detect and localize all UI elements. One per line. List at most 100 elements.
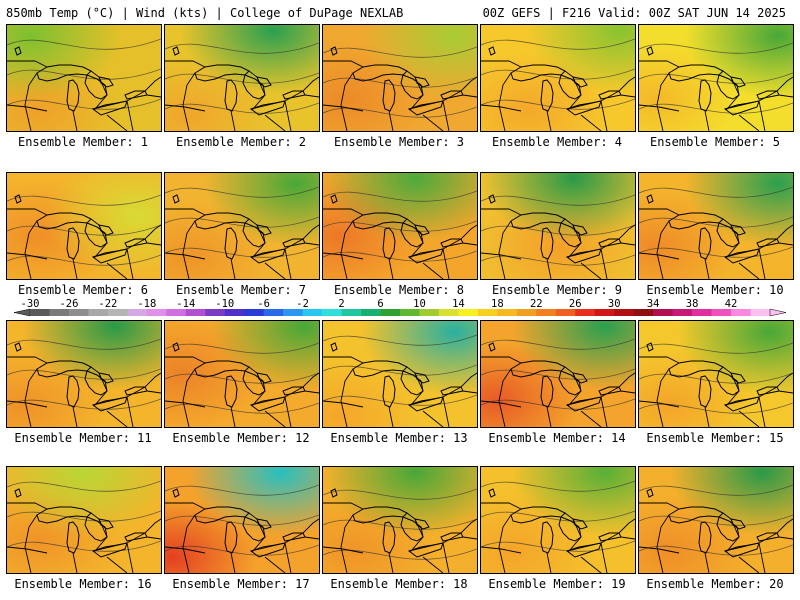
- colorbar-swatch: [575, 309, 596, 316]
- temperature-field: [7, 173, 161, 279]
- colorbar-tick-label: 2: [338, 299, 344, 310]
- ensemble-member-map-17: [164, 466, 320, 574]
- colorbar-swatch: [711, 309, 732, 316]
- colorbar-swatch: [107, 309, 128, 316]
- colorbar-tick-label: 6: [377, 299, 383, 310]
- ensemble-member-label: Ensemble Member: 4: [491, 135, 623, 149]
- colorbar-min-arrow: [13, 308, 31, 317]
- ensemble-member-map-7: [164, 172, 320, 280]
- ensemble-member-label: Ensemble Member: 12: [172, 431, 310, 445]
- ensemble-member-map-20: [638, 466, 794, 574]
- colorbar-tick-label: 34: [647, 299, 660, 310]
- temperature-field: [639, 467, 793, 573]
- colorbar-swatch: [205, 309, 226, 316]
- temperature-field: [639, 25, 793, 131]
- ensemble-member-map-16: [6, 466, 162, 574]
- colorbar-swatch: [380, 309, 401, 316]
- colorbar-tick-label: 42: [725, 299, 738, 310]
- ensemble-member-map-9: [480, 172, 636, 280]
- ensemble-member-label: Ensemble Member: 1: [17, 135, 149, 149]
- colorbar-swatch: [438, 309, 459, 316]
- colorbar-swatch: [555, 309, 576, 316]
- colorbar-swatch: [341, 309, 362, 316]
- colorbar-swatch: [263, 309, 284, 316]
- temperature-field: [165, 467, 319, 573]
- temperature-field: [323, 173, 477, 279]
- ensemble-member-label: Ensemble Member: 8: [333, 283, 465, 297]
- ensemble-member-label: Ensemble Member: 7: [175, 283, 307, 297]
- ensemble-member-label: Ensemble Member: 13: [330, 431, 468, 445]
- colorbar-swatch: [68, 309, 89, 316]
- temperature-field: [165, 321, 319, 427]
- colorbar-swatch: [594, 309, 615, 316]
- colorbar-tick-label: -22: [98, 299, 117, 310]
- colorbar-tick-label: 30: [608, 299, 621, 310]
- ensemble-member-label: Ensemble Member: 18: [330, 577, 468, 591]
- temperature-field: [481, 25, 635, 131]
- ensemble-member-map-14: [480, 320, 636, 428]
- colorbar-tick-label: 18: [491, 299, 504, 310]
- temperature-colorbar: -30 -26 -22 -18 -14 -10 -6 -2 2 6 10 14 18 22 26 30 34 38…: [10, 299, 790, 319]
- colorbar-swatch: [692, 309, 712, 316]
- ensemble-member-map-6: [6, 172, 162, 280]
- ensemble-member-label: Ensemble Member: 6: [17, 283, 149, 297]
- colorbar-swatch: [633, 309, 654, 316]
- ensemble-member-label: Ensemble Member: 9: [491, 283, 623, 297]
- ensemble-member-label: Ensemble Member: 3: [333, 135, 465, 149]
- temperature-field: [7, 25, 161, 131]
- map-title: 850mb Temp (°C) | Wind (kts) | College o…: [6, 6, 404, 20]
- ensemble-member-map-8: [322, 172, 478, 280]
- colorbar-swatch: [283, 309, 303, 316]
- colorbar-swatch: [302, 309, 323, 316]
- colorbar-swatch: [322, 309, 342, 316]
- temperature-field: [7, 467, 161, 573]
- temperature-field: [165, 173, 319, 279]
- colorbar-swatch: [458, 309, 479, 316]
- ensemble-member-label: Ensemble Member: 5: [649, 135, 781, 149]
- colorbar-swatch: [146, 309, 167, 316]
- ensemble-member-label: Ensemble Member: 17: [172, 577, 310, 591]
- colorbar-tick-label: 10: [413, 299, 426, 310]
- temperature-field: [165, 25, 319, 131]
- colorbar-tick-label: -6: [257, 299, 270, 310]
- ensemble-member-map-11: [6, 320, 162, 428]
- colorbar-tick-label: -2: [296, 299, 309, 310]
- colorbar-swatch: [731, 309, 751, 316]
- temperature-field: [481, 173, 635, 279]
- colorbar-tick-label: 26: [569, 299, 582, 310]
- ensemble-member-label: Ensemble Member: 2: [175, 135, 307, 149]
- colorbar-swatch: [361, 309, 381, 316]
- colorbar-swatch: [49, 309, 70, 316]
- colorbar-swatch: [127, 309, 148, 316]
- colorbar-swatch: [516, 309, 537, 316]
- ensemble-member-map-2: [164, 24, 320, 132]
- ensemble-member-label: Ensemble Member: 14: [488, 431, 626, 445]
- ensemble-member-map-3: [322, 24, 478, 132]
- colorbar-tick-label: -26: [59, 299, 78, 310]
- model-run-valid-time: 00Z GEFS | F216 Valid: 00Z SAT JUN 14 20…: [482, 6, 786, 20]
- colorbar-swatch: [166, 309, 187, 316]
- colorbar-swatch: [244, 309, 264, 316]
- ensemble-member-map-15: [638, 320, 794, 428]
- temperature-field: [481, 467, 635, 573]
- colorbar-tick-label: 22: [530, 299, 543, 310]
- colorbar-swatch: [653, 309, 673, 316]
- colorbar-tick-label: -14: [176, 299, 195, 310]
- colorbar-max-arrow: [769, 308, 787, 317]
- temperature-field: [323, 467, 477, 573]
- ensemble-member-map-10: [638, 172, 794, 280]
- ensemble-member-map-5: [638, 24, 794, 132]
- ensemble-member-map-18: [322, 466, 478, 574]
- colorbar-tick-label: 38: [686, 299, 699, 310]
- ensemble-member-label: Ensemble Member: 15: [646, 431, 784, 445]
- colorbar-swatch: [88, 309, 109, 316]
- colorbar-swatch: [497, 309, 518, 316]
- ensemble-member-label: Ensemble Member: 20: [646, 577, 784, 591]
- colorbar-tick-label: 14: [452, 299, 465, 310]
- colorbar-swatch: [614, 309, 634, 316]
- colorbar-graphic: -30 -26 -22 -18 -14 -10 -6 -2 2 6 10 14 18 22 26 30 34 38…: [13, 299, 787, 317]
- ensemble-member-map-13: [322, 320, 478, 428]
- colorbar-swatch: [224, 309, 245, 316]
- temperature-field: [639, 321, 793, 427]
- colorbar-swatch: [419, 309, 440, 316]
